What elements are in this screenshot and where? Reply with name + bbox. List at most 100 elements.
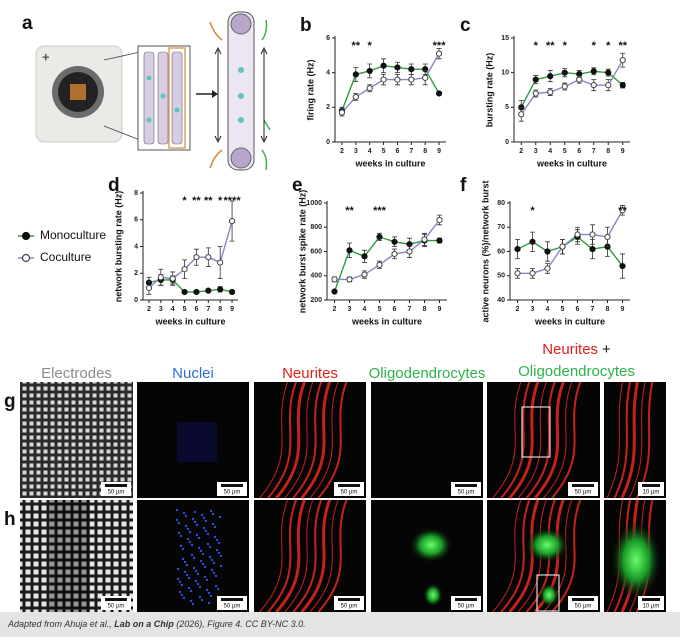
significance: * (592, 40, 597, 52)
nucleus (197, 546, 201, 550)
data-point (619, 57, 626, 64)
neurite (551, 381, 582, 499)
oligo (423, 583, 443, 607)
neurite (300, 381, 332, 499)
neurite (613, 381, 632, 499)
nucleus (182, 511, 186, 515)
data-point (366, 67, 373, 75)
panel-a-illustration (35, 11, 271, 171)
significance: ** (192, 195, 201, 207)
y-tick-label: 50 (497, 273, 505, 280)
y-tick-label: 0 (326, 139, 330, 146)
nucleus (206, 532, 210, 536)
data-point (228, 288, 236, 296)
nucleus (203, 565, 207, 569)
nucleus (198, 585, 202, 589)
data-point (331, 288, 338, 295)
y-tick-label: 40 (497, 297, 505, 304)
nucleus (190, 543, 194, 547)
nucleus (204, 519, 208, 523)
x-tick-label: 8 (423, 306, 427, 313)
nucleus (192, 566, 196, 570)
significance: ** (618, 40, 627, 52)
neurite (543, 381, 573, 499)
neurite (267, 381, 297, 499)
scale-label: 50 µm (458, 490, 475, 496)
nucleus (219, 554, 223, 558)
data-point (435, 90, 443, 97)
x-tick-label: 2 (333, 306, 337, 313)
significance: * (534, 40, 539, 52)
nucleus (181, 557, 185, 561)
data-point (408, 76, 415, 83)
data-point (421, 236, 428, 243)
neurite (317, 499, 348, 613)
nucleus (186, 537, 190, 541)
panel-letter: b (300, 15, 312, 36)
data-point (544, 248, 551, 255)
data-point (408, 66, 415, 73)
data-point (604, 233, 611, 241)
data-point (181, 266, 188, 273)
significance: ** (345, 205, 354, 217)
zoom-box (536, 574, 560, 612)
panel-letter: f (460, 175, 467, 196)
data-point (380, 76, 387, 83)
data-point (590, 68, 597, 75)
nucleus (182, 596, 186, 600)
neurite (500, 381, 531, 499)
y-tick-label: 4 (326, 70, 330, 77)
data-point (518, 111, 525, 118)
nucleus (177, 521, 181, 525)
x-tick-label: 2 (147, 306, 151, 313)
x-tick-label: 3 (534, 148, 538, 155)
x-axis-label: weeks in culture (154, 316, 225, 326)
nucleus (217, 541, 221, 545)
data-point (605, 82, 612, 89)
nucleus (205, 578, 209, 582)
nuclei-dim (177, 422, 217, 462)
scale-bar (572, 598, 594, 601)
nucleus (210, 558, 214, 562)
scale-bar (455, 598, 477, 601)
micrograph (254, 500, 366, 612)
scale-label: 50 µm (575, 490, 592, 496)
nucleus (218, 515, 222, 519)
significance: * (606, 40, 611, 52)
nucleus (188, 540, 192, 544)
chart: c 0 5 10 15 2 3 4 5 6 7 8 9 weeks in culture bursting … (460, 15, 630, 168)
row-label: g (4, 391, 16, 412)
chart: e 200 400 600 800 1000 2 3 4 5 6 7 8 9 weeks in cultur… (292, 175, 447, 326)
y-tick-label: 5 (505, 104, 509, 111)
neurite (275, 499, 306, 613)
nucleus (185, 563, 189, 567)
neurite (500, 499, 531, 613)
nucleus (212, 561, 216, 565)
x-tick-label: 9 (230, 306, 234, 313)
scale-label: 50 µm (108, 490, 125, 496)
data-point (169, 275, 176, 282)
nucleus (216, 587, 220, 591)
scale-label: 10 µm (643, 490, 660, 496)
x-tick-label: 7 (408, 306, 412, 313)
significance: * (563, 40, 568, 52)
data-point (217, 286, 224, 293)
nucleus (196, 582, 200, 586)
neurite (267, 499, 297, 613)
x-tick-label: 6 (393, 306, 397, 313)
x-tick-label: 6 (395, 148, 399, 155)
nucleus (204, 529, 208, 533)
y-tick-label: 60 (497, 248, 505, 255)
data-point (514, 245, 521, 253)
x-tick-label: 2 (340, 148, 344, 155)
panel-letter: d (108, 175, 120, 196)
nucleus (215, 538, 219, 542)
x-axis-label: weeks in culture (351, 316, 422, 326)
y-axis-label: network bursting rate (Hz) (113, 191, 123, 303)
nucleus (194, 569, 198, 573)
x-axis-label: weeks in culture (534, 316, 605, 326)
data-point (605, 69, 612, 76)
x-tick-label: 4 (548, 148, 552, 155)
significance: *** (373, 205, 387, 217)
